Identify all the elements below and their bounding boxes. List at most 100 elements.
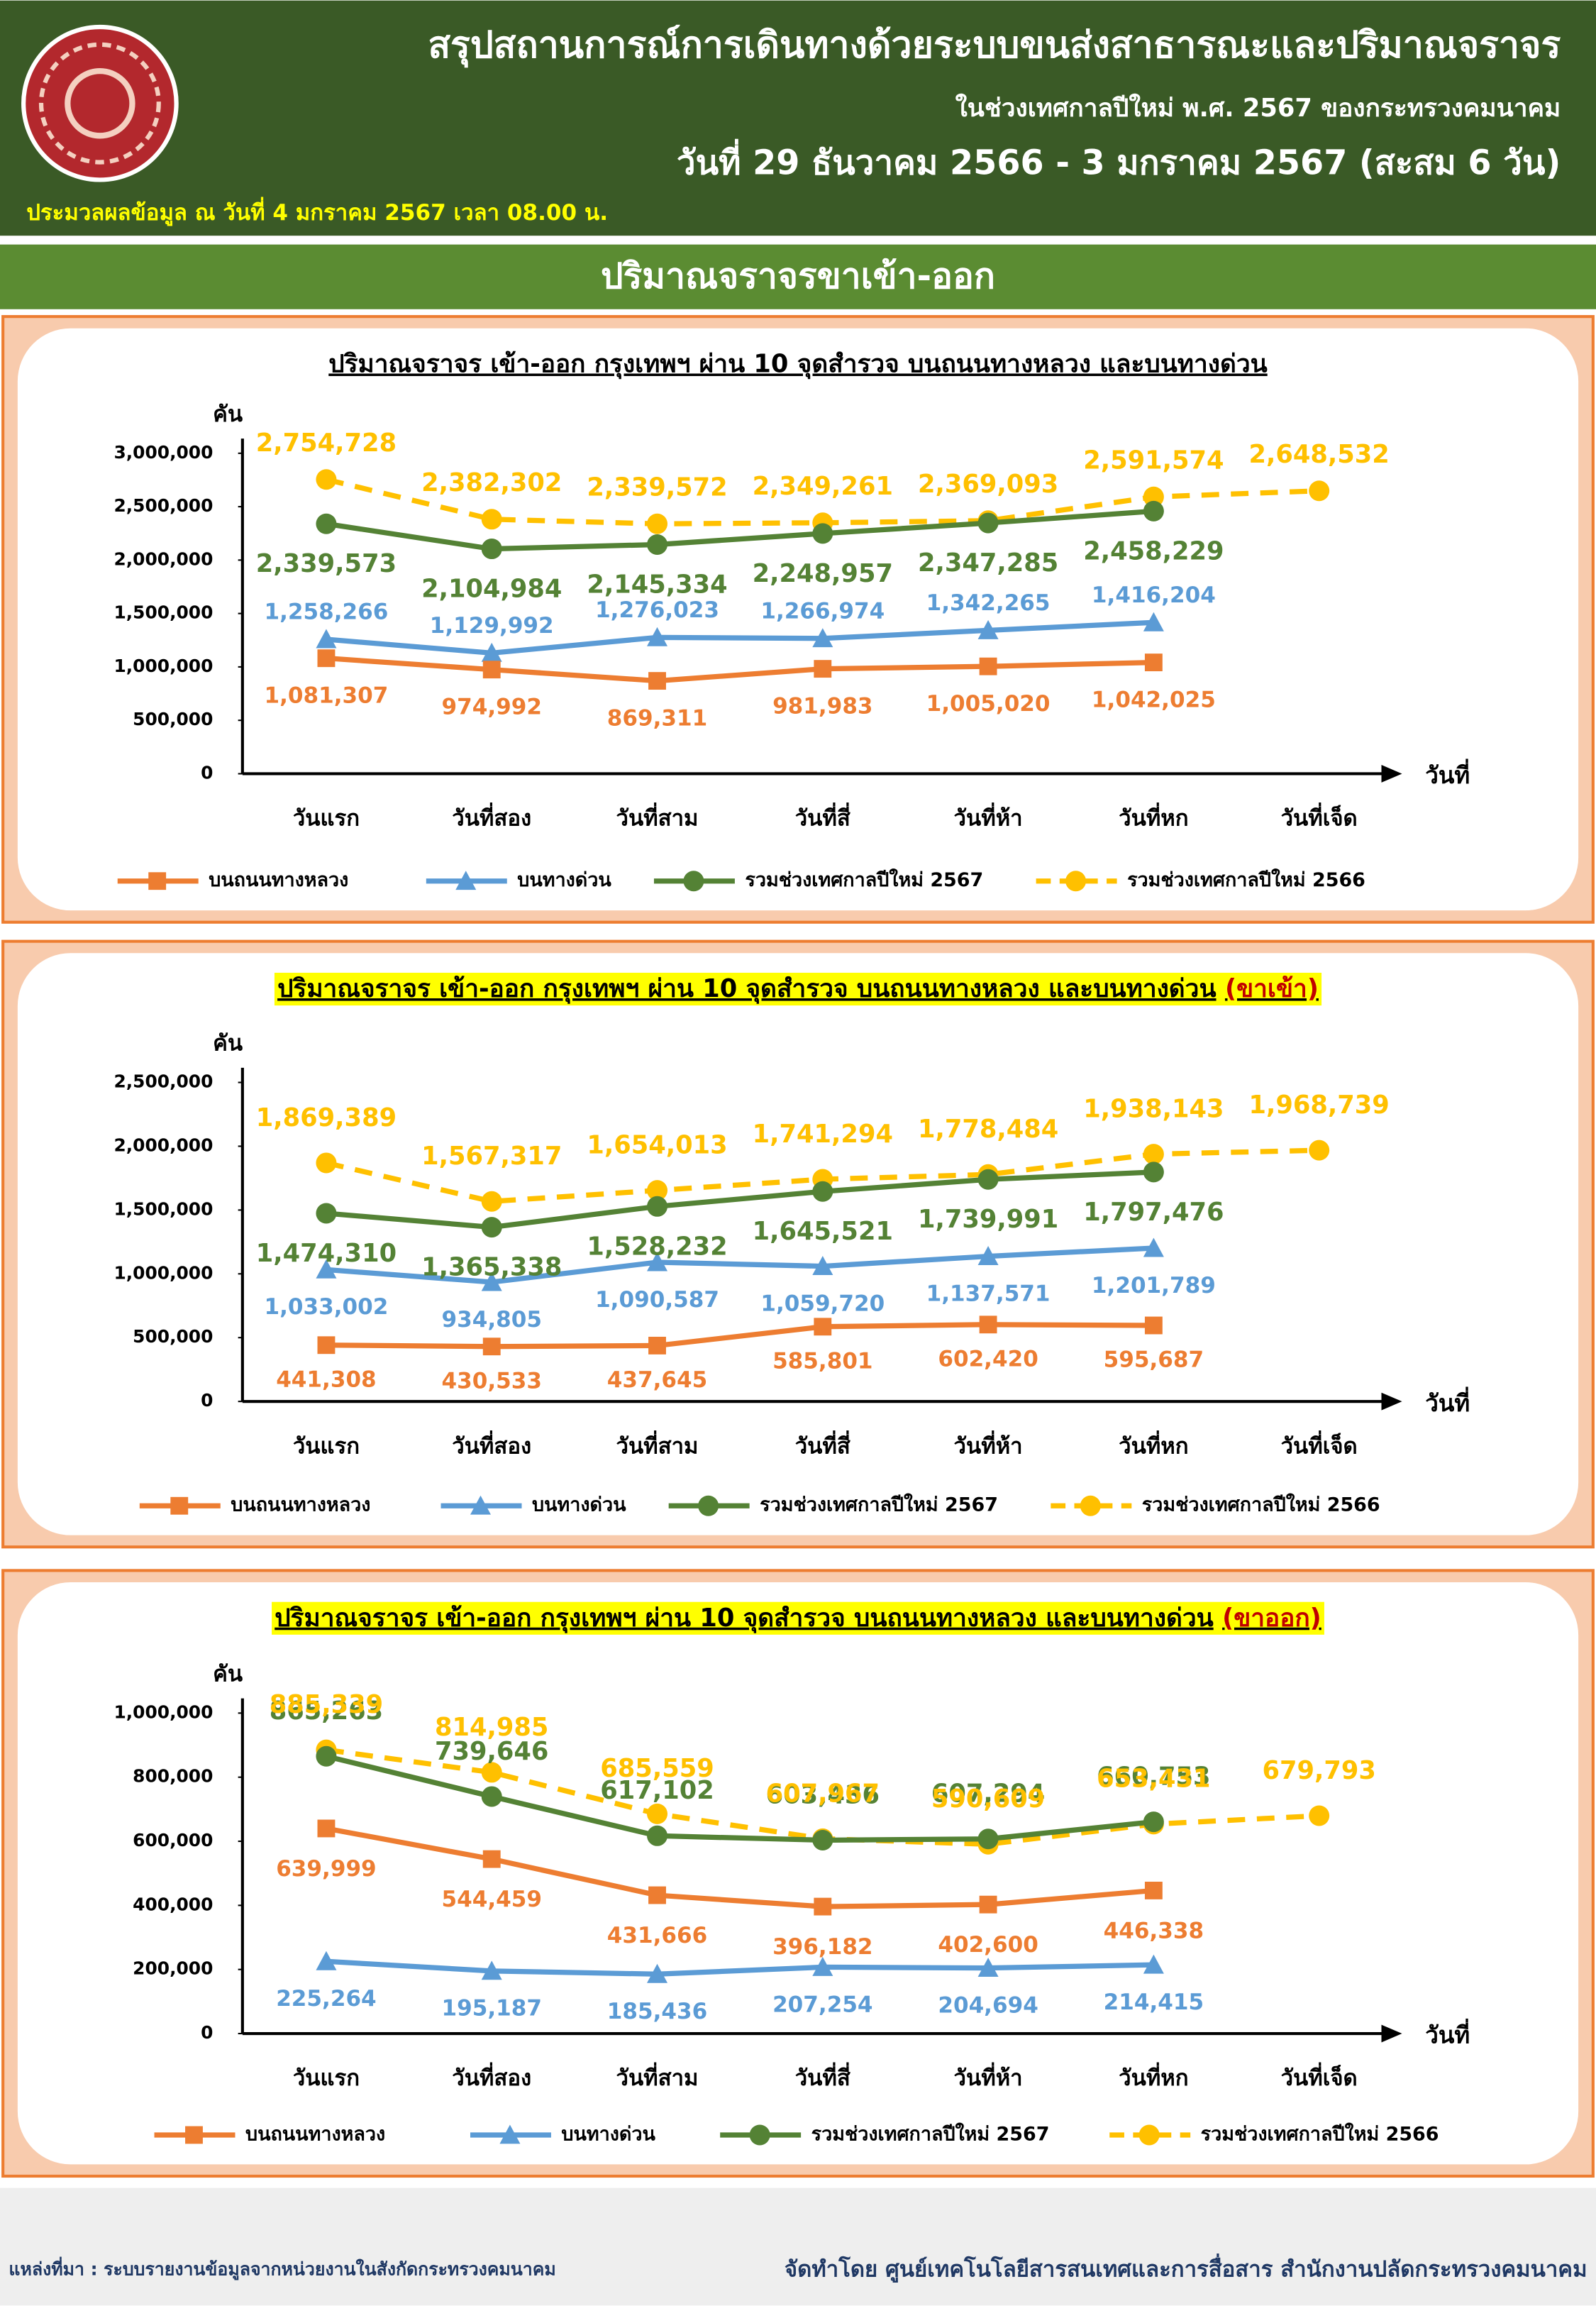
data-label: 1,869,389 <box>256 1103 397 1132</box>
y-tick-label: 2,500,000 <box>113 1071 213 1092</box>
x-tick-label: วันที่สาม <box>616 2062 699 2091</box>
marker-circle <box>481 1762 502 1783</box>
data-label: 1,528,232 <box>587 1232 727 1261</box>
data-label: 2,754,728 <box>256 429 397 458</box>
y-tick-label: 0 <box>201 762 213 783</box>
data-label: 1,201,789 <box>1092 1273 1216 1298</box>
marker-square <box>1144 1316 1163 1335</box>
marker-circle <box>1143 1144 1164 1165</box>
marker-circle <box>481 1786 502 1807</box>
data-label: 865,263 <box>270 1697 383 1726</box>
data-label: 2,349,261 <box>753 472 893 501</box>
data-label: 679,793 <box>1262 1756 1375 1785</box>
chart-title: ปริมาณจราจร เข้า-ออก กรุงเทพฯ ผ่าน 10 จุ… <box>275 1604 1321 1633</box>
x-tick-label: วันที่เจ็ด <box>1281 1430 1358 1459</box>
data-label: 2,648,532 <box>1249 440 1390 469</box>
marker-circle <box>977 1169 999 1190</box>
data-label: 1,033,002 <box>264 1294 388 1320</box>
data-label: 2,369,093 <box>918 470 1058 499</box>
marker-square <box>1144 1881 1163 1899</box>
data-label: 639,999 <box>276 1856 376 1882</box>
legend-marker <box>455 871 477 890</box>
x-axis-label: วันที่ <box>1425 758 1470 789</box>
x-tick-label: วันที่สอง <box>452 802 531 832</box>
x-tick-label: วันที่สี่ <box>795 2062 850 2091</box>
y-tick-label: 500,000 <box>133 1326 213 1347</box>
data-label: 617,102 <box>600 1776 714 1805</box>
series-line <box>326 508 1154 552</box>
series-line <box>326 1958 1154 1977</box>
chart-card <box>17 328 1579 911</box>
x-tick-label: วันที่สี่ <box>795 802 850 832</box>
data-label: 1,365,338 <box>421 1253 562 1282</box>
marker-circle <box>812 1181 833 1202</box>
marker-triangle <box>316 1259 337 1279</box>
marker-circle <box>316 513 337 534</box>
x-tick-label: วันที่สอง <box>452 1430 531 1459</box>
legend-marker <box>499 2124 521 2144</box>
x-tick-label: วันแรก <box>293 1433 360 1459</box>
title-highlight <box>272 1601 1324 1635</box>
y-axis-label: คัน <box>213 1031 243 1057</box>
data-label: 441,308 <box>276 1367 376 1392</box>
marker-circle <box>1143 1811 1164 1833</box>
data-label: 653,431 <box>1097 1765 1210 1794</box>
chart-title-main: ปริมาณจราจร เข้า-ออก กรุงเทพฯ ผ่าน 10 จุ… <box>277 974 1216 1004</box>
marker-square <box>814 1318 832 1336</box>
marker-circle <box>1143 486 1164 507</box>
data-label: 1,276,023 <box>595 597 719 623</box>
legend-marker <box>185 2126 203 2144</box>
y-tick-label: 1,000,000 <box>113 1701 213 1722</box>
marker-square <box>648 1886 666 1904</box>
header-subtitle: ในช่วงเทศกาลปีใหม่ พ.ศ. 2567 ของกระทรวงค… <box>955 93 1561 123</box>
series-line <box>326 1826 1154 1909</box>
header-date: วันที่ 29 ธันวาคม 2566 - 3 มกราคม 2567 (… <box>677 139 1561 183</box>
data-label: 2,591,574 <box>1083 446 1224 475</box>
x-tick-label: วันที่หก <box>1119 802 1188 832</box>
series-line <box>326 1169 1154 1230</box>
x-tick-label: วันที่หก <box>1119 2062 1188 2091</box>
marker-circle <box>481 1217 502 1238</box>
marker-square <box>979 657 997 675</box>
series-line <box>326 1322 1154 1350</box>
chart-title-main: ปริมาณจราจร เข้า-ออก กรุงเทพฯ ผ่าน 10 จุ… <box>328 350 1267 380</box>
data-label: 2,104,984 <box>421 575 562 604</box>
data-label: 431,666 <box>607 1923 707 1948</box>
y-tick-label: 0 <box>201 1390 213 1411</box>
marker-triangle <box>647 627 668 646</box>
marker-circle <box>481 509 502 530</box>
y-tick-label: 1,000,000 <box>113 1262 213 1283</box>
data-label: 2,145,334 <box>587 570 727 599</box>
y-tick-label: 1,500,000 <box>113 1198 213 1219</box>
y-tick-label: 2,000,000 <box>113 548 213 569</box>
data-label: 1,797,476 <box>1083 1198 1224 1227</box>
marker-square <box>648 672 666 690</box>
data-label: 814,985 <box>435 1713 548 1742</box>
marker-circle <box>316 1152 337 1174</box>
chart-card <box>17 1582 1579 2165</box>
marker-circle <box>977 1828 999 1850</box>
y-tick-label: 1,500,000 <box>113 602 213 623</box>
x-tick-label: วันที่เจ็ด <box>1281 2062 1358 2091</box>
marker-triangle <box>977 1246 999 1265</box>
marker-triangle <box>316 1951 337 1970</box>
y-tick-label: 3,000,000 <box>113 442 213 463</box>
data-label: 430,533 <box>441 1368 541 1394</box>
y-tick-label: 0 <box>201 2022 213 2043</box>
data-label: 1,739,991 <box>918 1205 1058 1234</box>
footer-band <box>0 2188 1596 2306</box>
y-tick-label: 2,000,000 <box>113 1135 213 1155</box>
legend-marker <box>1065 871 1087 892</box>
marker-circle <box>1309 480 1330 502</box>
legend-label: บนทางด่วน <box>532 1494 626 1516</box>
data-label: 885,339 <box>270 1690 383 1719</box>
marker-triangle <box>647 1252 668 1271</box>
y-axis-label: คัน <box>213 1661 243 1687</box>
marker-square <box>317 1819 336 1838</box>
x-axis-arrow <box>1381 765 1402 783</box>
data-label: 207,254 <box>772 1992 872 2017</box>
marker-square <box>482 1337 501 1356</box>
data-label: 1,416,204 <box>1092 583 1216 608</box>
series-line <box>326 1245 1154 1285</box>
